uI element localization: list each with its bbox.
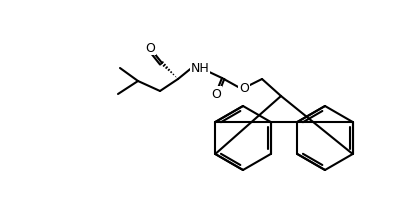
Text: NH: NH — [191, 62, 209, 75]
Text: O: O — [211, 87, 221, 100]
Text: O: O — [239, 82, 249, 95]
Text: O: O — [145, 42, 155, 55]
